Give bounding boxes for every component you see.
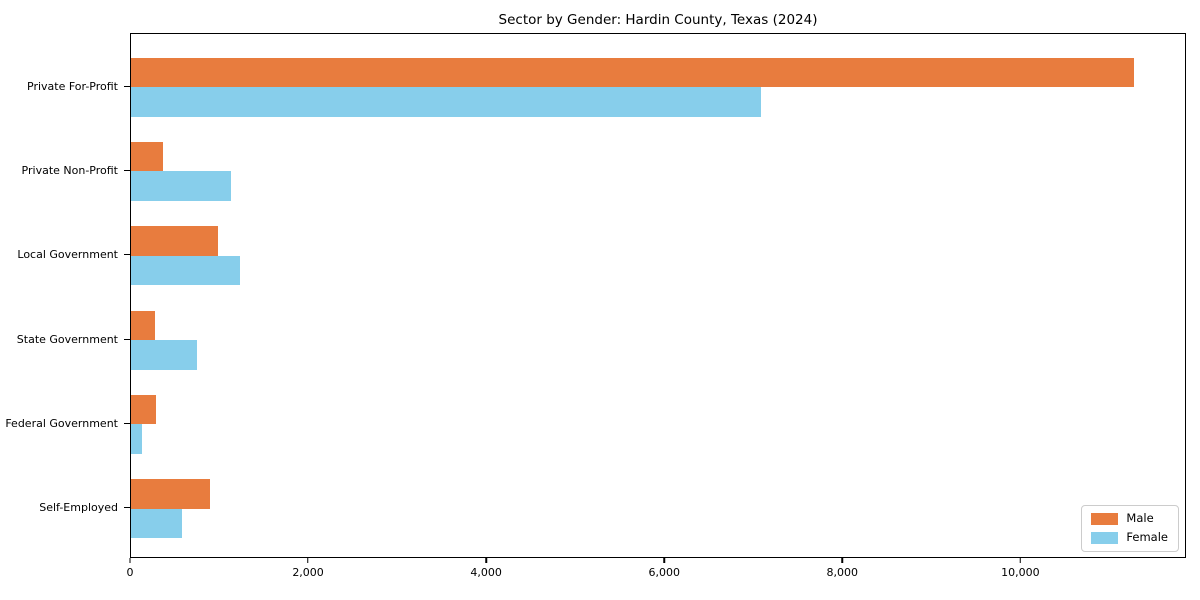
y-tick-mark [124,338,130,340]
bar-female-4 [131,424,143,454]
y-tick-mark [124,422,130,425]
bar-male-4 [131,394,156,425]
legend-item-female: Female [1091,532,1168,544]
y-tick-label: Federal Government [5,416,118,430]
x-tick-4000: 4,000 [470,558,502,579]
legend: Male Female [1081,505,1179,552]
category-group-4 [131,382,1185,466]
x-tick-label: 10,000 [1001,566,1040,579]
x-tick-label: 4,000 [470,566,502,579]
x-tick-label: 6,000 [648,566,680,579]
y-tick-mark [124,169,130,172]
bar-female-0 [131,87,762,117]
y-axis-labels: Private For-Profit Private Non-Profit Loca… [0,44,120,550]
x-tick-0: 0 [127,558,134,579]
y-tick-mark [124,254,130,256]
legend-swatch-male [1091,513,1119,525]
y-tick-label: Self-Employed [39,501,118,515]
x-tick-label: 0 [126,566,134,579]
bar-male-1 [131,141,163,172]
bar-male-3 [131,310,155,341]
x-tick-mark [129,558,131,563]
bar-male-5 [131,479,211,509]
y-tick-mark [124,85,130,87]
x-tick-6000: 6,000 [648,558,680,579]
y-tick-mark-cell [124,44,130,128]
x-tick-label: 2,000 [292,566,324,579]
category-group-5 [131,467,1185,551]
bar-female-5 [131,508,182,539]
y-tick-mark-cell [124,381,130,465]
y-tick-mark-cell [124,128,130,212]
bar-male-2 [131,226,218,256]
x-tick-mark [663,558,665,563]
category-group-2 [131,214,1185,298]
y-tick-mark [124,507,130,509]
x-tick-mark [485,558,487,563]
x-tick-label: 8,000 [826,566,859,579]
bar-female-1 [131,171,231,201]
x-tick-10000: 10,000 [1001,558,1040,579]
y-tick-label: Local Government [17,248,118,262]
x-tick-mark [307,558,309,563]
bar-rows [131,45,1185,551]
y-tick-label: Private Non-Profit [21,163,118,177]
x-tick-2000: 2,000 [292,558,324,579]
x-tick-8000: 8,000 [826,558,859,579]
legend-item-male: Male [1091,513,1168,525]
category-group-0 [131,45,1185,129]
y-tick-mark-cell [124,213,130,297]
y-tick-label: State Government [16,332,118,346]
legend-swatch-female [1091,532,1119,544]
bar-female-2 [131,255,240,286]
legend-label: Female [1126,530,1168,545]
y-tick-label: Private For-Profit [27,79,118,93]
category-group-1 [131,129,1185,213]
y-tick-mark-cell [124,466,130,550]
y-axis-ticks [124,44,130,550]
bar-female-3 [131,340,197,370]
legend-label: Male [1126,511,1154,526]
bar-male-0 [131,57,1135,88]
plot-area: Male Female [130,33,1186,558]
chart-title: Sector by Gender: Hardin County, Texas (… [498,12,818,28]
x-tick-mark [1019,558,1022,563]
category-group-3 [131,298,1185,382]
x-axis: 0 2,000 4,000 6,000 8,000 10,000 [127,558,1186,588]
y-tick-mark-cell [124,297,130,381]
x-tick-mark [841,558,843,563]
